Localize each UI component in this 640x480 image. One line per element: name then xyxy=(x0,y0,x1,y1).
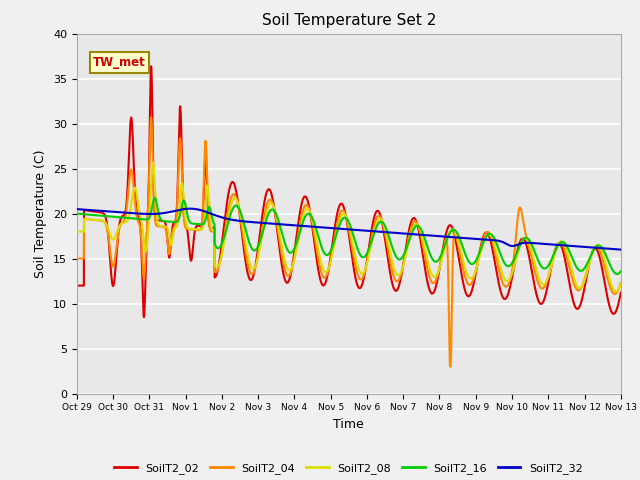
Text: TW_met: TW_met xyxy=(93,56,146,69)
Y-axis label: Soil Temperature (C): Soil Temperature (C) xyxy=(35,149,47,278)
X-axis label: Time: Time xyxy=(333,418,364,431)
Title: Soil Temperature Set 2: Soil Temperature Set 2 xyxy=(262,13,436,28)
Legend: SoilT2_02, SoilT2_04, SoilT2_08, SoilT2_16, SoilT2_32: SoilT2_02, SoilT2_04, SoilT2_08, SoilT2_… xyxy=(110,458,588,478)
